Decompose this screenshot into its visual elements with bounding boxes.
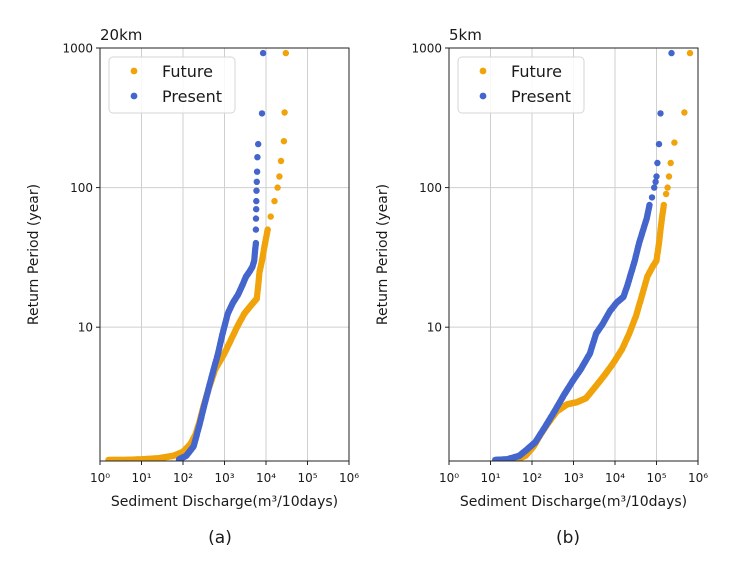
chart-title: 5km: [449, 26, 482, 44]
point-future: [280, 138, 288, 145]
point-present: [254, 154, 261, 161]
x-tick-label: 10¹: [480, 471, 500, 485]
legend-box: [457, 56, 585, 114]
point-future: [264, 226, 271, 233]
legend-label-future: Future: [162, 62, 213, 81]
x-axis-label: Sediment Discharge(m³/10days): [111, 494, 338, 510]
point-present: [653, 173, 660, 180]
chart-title: 20km: [100, 26, 142, 44]
point-future: [664, 184, 671, 191]
point-present: [253, 168, 261, 175]
point-present: [655, 140, 663, 148]
point-present: [259, 49, 267, 57]
x-tick-label: 10³: [563, 471, 583, 485]
legend-label-present: Present: [511, 87, 571, 106]
y-tick-label: 1000: [411, 42, 442, 56]
legend: Future Present: [108, 56, 236, 114]
point-present: [253, 206, 260, 213]
point-future: [282, 49, 289, 57]
point-present: [253, 178, 260, 185]
point-future: [686, 49, 694, 57]
point-future: [681, 109, 688, 116]
point-future: [662, 190, 670, 198]
point-future: [667, 159, 674, 167]
series-layer: [105, 49, 289, 461]
point-future: [665, 173, 673, 180]
y-tick-label: 10: [427, 321, 442, 335]
point-present: [252, 215, 260, 222]
point-present: [646, 201, 653, 209]
legend-marker-present: [130, 92, 138, 100]
y-tick-label: 100: [419, 181, 442, 195]
x-tick-label: 10⁵: [646, 471, 666, 485]
point-future: [671, 139, 678, 146]
series-layer: [492, 49, 694, 461]
point-present: [648, 194, 656, 201]
legend-marker-future: [479, 67, 487, 75]
panel-caption: (b): [556, 528, 580, 548]
point-future: [267, 213, 274, 220]
x-tick-label: 10⁰: [90, 471, 110, 485]
legend-box: [108, 56, 236, 114]
point-present: [255, 140, 262, 148]
point-present: [654, 159, 661, 167]
x-axis-label: Sediment Discharge(m³/10days): [460, 494, 687, 510]
point-present: [253, 197, 260, 205]
x-tick-label: 10²: [173, 471, 193, 485]
point-present: [258, 110, 266, 117]
point-future: [274, 184, 281, 191]
chart-panel-1: 10⁰ 10¹ 10² 10³ 10⁴ 10⁵ 10⁶ 10 100 1000 20km Sedime…: [26, 26, 359, 548]
y-tick-label: 1000: [62, 42, 93, 56]
y-tick-label: 100: [70, 181, 93, 195]
legend-marker-future: [130, 67, 138, 75]
x-tick-label: 10⁶: [339, 471, 359, 485]
point-present: [253, 187, 260, 194]
legend: Future Present: [457, 56, 585, 114]
legend-label-present: Present: [162, 87, 222, 106]
x-tick-label: 10³: [214, 471, 234, 485]
panel-caption: (a): [208, 528, 232, 548]
legend-label-future: Future: [511, 62, 562, 81]
x-tick-label: 10⁴: [256, 471, 276, 485]
point-future: [281, 109, 288, 116]
y-axis-label: Return Period (year): [375, 184, 391, 325]
point-present: [651, 184, 658, 191]
point-future: [277, 157, 285, 165]
x-tick-label: 10⁰: [439, 471, 459, 485]
x-tick-label: 10⁶: [688, 471, 708, 485]
x-tick-label: 10⁵: [297, 471, 317, 485]
point-future: [276, 173, 283, 180]
point-future: [271, 197, 278, 205]
chart-panel-2: 10⁰ 10¹ 10² 10³ 10⁴ 10⁵ 10⁶ 10 100 1000 5km Sedimen…: [375, 26, 708, 548]
y-axis-label: Return Period (year): [26, 184, 42, 325]
point-present: [657, 110, 664, 117]
x-tick-label: 10²: [522, 471, 542, 485]
point-future: [660, 201, 667, 209]
point-present: [252, 239, 260, 247]
y-tick-label: 10: [78, 321, 93, 335]
legend-marker-present: [479, 92, 487, 100]
point-present: [252, 226, 260, 233]
x-tick-label: 10¹: [131, 471, 151, 485]
x-tick-label: 10⁴: [605, 471, 625, 485]
point-present: [668, 49, 675, 57]
point-present: [652, 178, 659, 185]
